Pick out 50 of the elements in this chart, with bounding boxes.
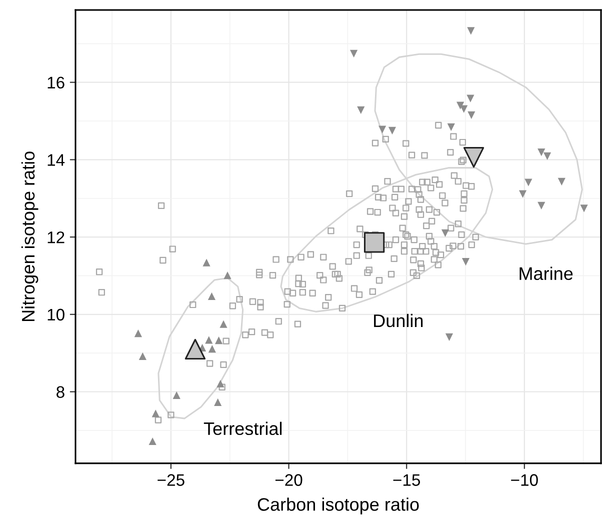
y-tick-label: 16 (48, 76, 64, 89)
x-tick-label: −20 (275, 474, 302, 486)
point (524, 178, 532, 186)
point (208, 292, 216, 300)
point (214, 398, 222, 406)
y-tick-label: 12 (48, 231, 64, 244)
point (460, 105, 468, 113)
point (462, 258, 470, 266)
annotation: Dunlin (374, 314, 423, 328)
point (148, 437, 156, 446)
y-tick-label: 14 (48, 154, 65, 166)
point (467, 27, 475, 35)
point (445, 333, 454, 342)
y-tick-label: 8 (56, 386, 64, 398)
point (378, 126, 386, 134)
point (214, 336, 223, 344)
annotation: Marine (520, 266, 573, 280)
point (138, 352, 146, 360)
point (538, 148, 546, 156)
point (184, 338, 206, 360)
point (463, 147, 484, 168)
point (441, 229, 450, 237)
y-axis-title: Nitrogen isotope ratio (21, 152, 38, 321)
x-tick-label: −10 (511, 474, 538, 486)
point (447, 123, 455, 131)
point (357, 106, 365, 114)
point (364, 232, 385, 253)
point (580, 204, 588, 212)
point (468, 111, 476, 120)
point (205, 336, 213, 344)
x-tick-label: −15 (393, 474, 420, 486)
x-axis-title: Carbon isotope ratio (258, 498, 419, 514)
x-tick-label: −25 (158, 474, 184, 486)
point (224, 272, 232, 280)
point (208, 345, 216, 353)
point (134, 330, 142, 338)
point (172, 391, 180, 400)
point (216, 380, 224, 388)
point (350, 50, 358, 58)
point (388, 126, 396, 134)
point (518, 190, 527, 198)
point (466, 94, 474, 102)
point (558, 178, 566, 186)
y-tick-label: 10 (48, 308, 64, 321)
point (543, 152, 552, 160)
point (538, 202, 546, 210)
annotation: Terrestrial (204, 422, 282, 436)
point (220, 320, 228, 328)
point (152, 410, 160, 418)
point (202, 258, 210, 266)
